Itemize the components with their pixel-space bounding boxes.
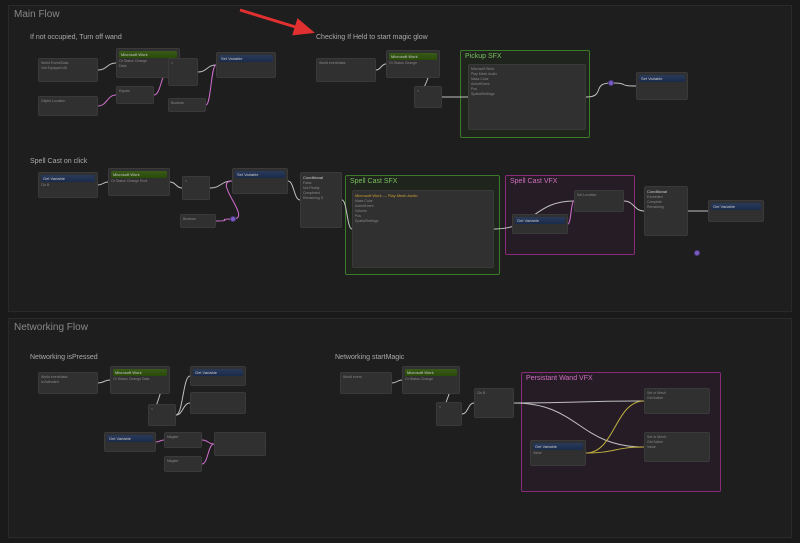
annotation-arrow [0, 0, 800, 543]
